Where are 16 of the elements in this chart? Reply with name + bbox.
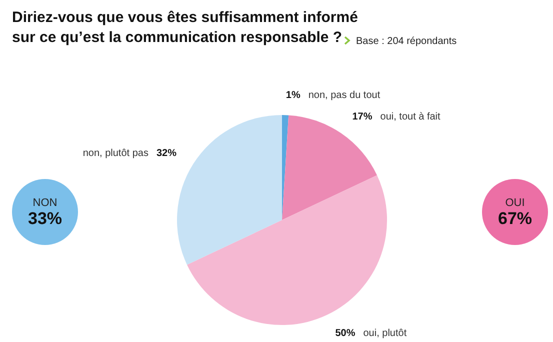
text: 33% (28, 209, 62, 228)
data-label: 50% (335, 328, 356, 339)
data-label: 1% (286, 90, 300, 101)
text: NON (32, 197, 58, 209)
pie-slice (186, 175, 387, 325)
chart-subtitle: Base : 204 répondants (356, 36, 457, 47)
slice-label: oui, plutôt (363, 328, 407, 339)
pie-slice (177, 115, 282, 265)
data-label: 17% (352, 111, 372, 122)
text: OUI (505, 197, 525, 209)
slice-label: non, plutôt pas (82, 148, 148, 159)
slice-label: non, pas du tout (308, 90, 380, 101)
chart-title: Diriez-vous que vous êtes suffisamment informé sur ce qu’est la communication responsable ? (12, 9, 358, 46)
data-label: 32% (156, 148, 177, 159)
text: 67% (498, 209, 532, 228)
slice-label: oui, tout à fait (380, 111, 441, 122)
